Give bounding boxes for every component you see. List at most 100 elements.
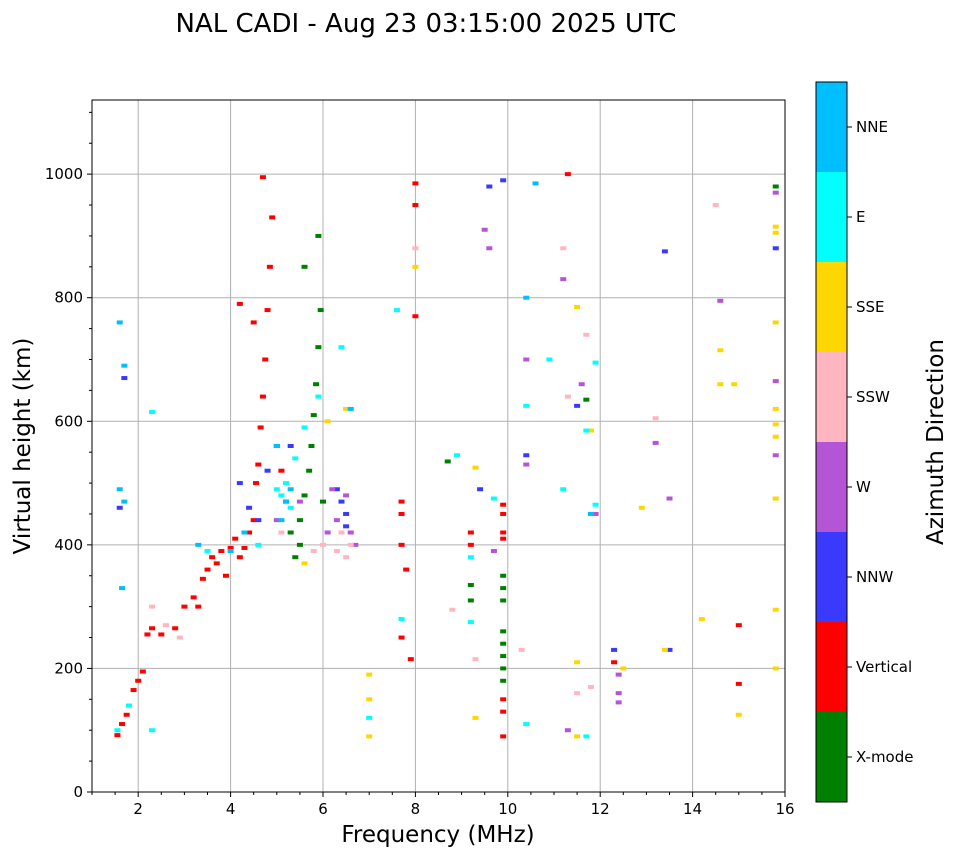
data-point-vertical [222, 573, 229, 578]
data-point-sse [735, 712, 742, 717]
data-point-w [352, 542, 359, 547]
data-point-nnw [611, 647, 618, 652]
data-point-sse [412, 264, 419, 269]
data-point-w [333, 518, 340, 523]
data-point-e [204, 549, 211, 554]
data-point-sse [772, 422, 779, 427]
data-point-e [149, 728, 156, 733]
data-point-vertical [181, 604, 188, 609]
data-point-ssw [176, 635, 183, 640]
data-point-sse [574, 304, 581, 309]
data-point-vertical [227, 545, 234, 550]
data-point-w [592, 511, 599, 516]
data-point-ssw [162, 623, 169, 628]
data-point-x-mode [500, 641, 507, 646]
data-point-nne [119, 586, 126, 591]
data-point-e [583, 734, 590, 739]
data-point-sse [343, 406, 350, 411]
plot-area [92, 100, 785, 792]
data-point-x-mode [583, 397, 590, 402]
data-point-x-mode [444, 459, 451, 464]
colorbar-segment-vertical [816, 622, 847, 712]
data-point-e [398, 617, 405, 621]
data-point-ssw [583, 332, 590, 337]
data-point-w [490, 549, 497, 554]
data-point-w [343, 493, 350, 498]
data-point-w [615, 672, 622, 677]
data-point-vertical [262, 357, 269, 362]
data-point-ssw [518, 647, 525, 652]
data-point-vertical [412, 181, 419, 186]
data-point-x-mode [308, 444, 315, 448]
data-point-nne [587, 511, 594, 516]
data-point-nne [278, 518, 285, 523]
data-point-nne [523, 295, 530, 300]
data-point-nnw [486, 184, 493, 189]
data-point-vertical [158, 632, 165, 637]
data-point-vertical [236, 301, 243, 306]
data-point-vertical [564, 172, 571, 177]
data-point-ssw [587, 684, 594, 689]
axis-ticks: 2 4 6 8 10 12 14 16 0 200 400 600 800 1000 [45, 111, 795, 818]
colorbar-tick-label: SSW [856, 388, 890, 406]
data-point-e [467, 555, 474, 560]
data-point-e [467, 620, 474, 625]
data-point-e [292, 456, 299, 461]
data-point-nnw [121, 376, 128, 381]
data-point-nne [227, 549, 234, 554]
data-point-nnw [343, 511, 350, 516]
chart-title: NAL CADI - Aug 23 03:15:00 2025 UTC [176, 9, 677, 39]
data-point-sse [772, 666, 779, 671]
data-point-nne [241, 530, 248, 535]
data-point-vertical [500, 502, 507, 507]
data-point-e [546, 357, 553, 362]
data-point-ssw [320, 542, 326, 547]
y-tick-label: 1000 [45, 165, 83, 183]
data-point-sse [698, 617, 705, 621]
data-point-x-mode [500, 654, 507, 659]
data-point-w [273, 518, 280, 523]
colorbar-tick-label: NNW [856, 568, 893, 586]
data-point-e [453, 453, 460, 458]
data-point-sse [661, 647, 668, 652]
data-point-sse [772, 230, 779, 235]
data-point-vertical [172, 626, 179, 631]
data-point-vertical [204, 567, 211, 572]
data-point-x-mode [296, 542, 303, 547]
data-point-e [287, 505, 294, 510]
data-marks [114, 172, 779, 739]
data-point-nne [287, 487, 294, 492]
colorbar-segment-e [816, 172, 847, 262]
y-tick-label: 200 [54, 659, 83, 677]
data-point-ssw [333, 549, 340, 554]
data-point-x-mode [500, 678, 507, 683]
data-point-x-mode [500, 598, 507, 603]
data-point-ssw [564, 394, 571, 399]
data-point-w [615, 700, 622, 705]
data-point-e [523, 403, 530, 408]
data-point-vertical [199, 576, 206, 581]
data-point-e [583, 428, 590, 433]
data-point-nne [283, 499, 290, 504]
data-point-vertical [500, 530, 507, 535]
data-point-vertical [611, 660, 618, 665]
data-point-w [481, 227, 488, 232]
colorbar-segment-nnw [816, 532, 847, 622]
colorbar-label: Azimuth Direction [923, 339, 949, 545]
data-point-x-mode [292, 555, 299, 560]
x-tick-label: 10 [498, 800, 517, 818]
data-point-w [615, 691, 622, 696]
data-point-nnw [477, 487, 484, 492]
x-tick-label: 16 [775, 800, 794, 818]
data-point-w [564, 728, 571, 733]
data-point-sse [366, 697, 373, 702]
data-point-vertical [500, 734, 507, 739]
data-point-e [592, 360, 599, 365]
data-point-vertical [232, 536, 239, 541]
data-point-nne [532, 181, 539, 186]
data-point-nnw [666, 647, 673, 652]
data-point-x-mode [310, 413, 317, 418]
data-point-sse [472, 715, 479, 720]
y-tick-label: 400 [54, 536, 83, 554]
data-point-vertical [500, 709, 507, 714]
